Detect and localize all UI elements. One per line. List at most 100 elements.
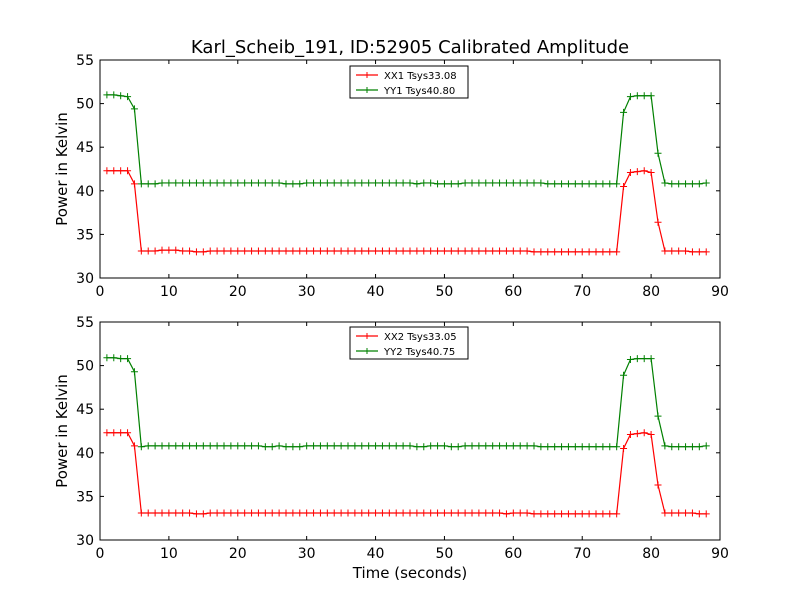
- data-point-marker: [351, 509, 359, 517]
- data-point-marker: [688, 443, 696, 451]
- data-point-marker: [427, 247, 435, 255]
- data-point-marker: [551, 180, 559, 188]
- data-point-marker: [351, 179, 359, 187]
- data-point-marker: [234, 247, 242, 255]
- data-point-marker: [475, 442, 483, 450]
- data-point-marker: [103, 354, 111, 362]
- data-point-marker: [179, 247, 187, 255]
- data-point-marker: [620, 182, 628, 190]
- x-tick-label: 60: [504, 284, 522, 300]
- data-point-marker: [351, 247, 359, 255]
- data-point-marker: [289, 443, 297, 451]
- data-point-marker: [406, 509, 414, 517]
- data-point-marker: [523, 247, 531, 255]
- data-point-marker: [234, 509, 242, 517]
- data-point-marker: [564, 510, 572, 518]
- data-point-marker: [633, 92, 641, 100]
- data-point-marker: [606, 510, 614, 518]
- x-tick-label: 10: [160, 546, 178, 562]
- data-point-marker: [323, 509, 331, 517]
- data-point-marker: [385, 179, 393, 187]
- data-point-marker: [344, 509, 352, 517]
- data-point-marker: [275, 509, 283, 517]
- data-point-marker: [571, 248, 579, 256]
- data-point-marker: [220, 442, 228, 450]
- data-point-marker: [447, 509, 455, 517]
- data-point-marker: [241, 442, 249, 450]
- data-point-marker: [165, 442, 173, 450]
- y-tick-label: 30: [76, 533, 94, 549]
- data-point-marker: [206, 509, 214, 517]
- data-point-marker: [282, 443, 290, 451]
- data-point-marker: [330, 247, 338, 255]
- data-point-marker: [227, 247, 235, 255]
- data-point-marker: [103, 91, 111, 99]
- data-point-marker: [199, 510, 207, 518]
- data-point-marker: [585, 248, 593, 256]
- data-point-marker: [647, 168, 655, 176]
- data-point-marker: [509, 442, 517, 450]
- data-point-marker: [172, 442, 180, 450]
- data-point-marker: [399, 247, 407, 255]
- data-point-marker: [675, 509, 683, 517]
- data-point-marker: [406, 442, 414, 450]
- data-point-marker: [151, 180, 159, 188]
- data-point-marker: [633, 168, 641, 176]
- data-point-marker: [447, 247, 455, 255]
- data-point-marker: [227, 179, 235, 187]
- data-point-marker: [461, 247, 469, 255]
- data-point-marker: [537, 179, 545, 187]
- x-axis-label: Time (seconds): [352, 564, 468, 582]
- data-point-marker: [289, 247, 297, 255]
- data-point-marker: [392, 179, 400, 187]
- data-point-marker: [702, 510, 710, 518]
- data-point-marker: [647, 355, 655, 363]
- data-point-marker: [296, 180, 304, 188]
- axes-frame: [99, 321, 721, 541]
- y-tick-label: 40: [76, 446, 94, 462]
- data-point-marker: [399, 179, 407, 187]
- legend-label: YY2 Tsys40.75: [383, 347, 455, 358]
- data-point-marker: [199, 179, 207, 187]
- data-point-marker: [337, 247, 345, 255]
- data-point-marker: [241, 509, 249, 517]
- data-point-marker: [248, 442, 256, 450]
- data-point-marker: [502, 442, 510, 450]
- data-point-marker: [454, 247, 462, 255]
- data-point-marker: [640, 92, 648, 100]
- data-point-marker: [489, 179, 497, 187]
- data-point-marker: [440, 180, 448, 188]
- y-tick-label: 55: [76, 315, 94, 331]
- data-point-marker: [482, 509, 490, 517]
- data-point-marker: [248, 509, 256, 517]
- legend-box: [349, 65, 469, 99]
- data-point-marker: [482, 442, 490, 450]
- data-point-marker: [358, 442, 366, 450]
- data-point-marker: [206, 179, 214, 187]
- data-point-marker: [289, 180, 297, 188]
- data-point-marker: [440, 247, 448, 255]
- data-point-marker: [620, 108, 628, 116]
- data-point-marker: [241, 179, 249, 187]
- data-point-marker: [199, 442, 207, 450]
- data-point-marker: [241, 247, 249, 255]
- data-point-marker: [358, 179, 366, 187]
- data-point-marker: [344, 442, 352, 450]
- data-point-marker: [213, 442, 221, 450]
- data-point-marker: [461, 442, 469, 450]
- data-point-marker: [213, 509, 221, 517]
- data-point-marker: [151, 247, 159, 255]
- data-point-marker: [392, 509, 400, 517]
- data-point-marker: [544, 180, 552, 188]
- data-point-marker: [516, 442, 524, 450]
- data-point-marker: [337, 179, 345, 187]
- data-point-marker: [668, 509, 676, 517]
- data-point-marker: [661, 442, 669, 450]
- data-point-marker: [316, 179, 324, 187]
- data-point-marker: [585, 510, 593, 518]
- data-point-marker: [406, 179, 414, 187]
- data-point-marker: [489, 247, 497, 255]
- data-point-marker: [268, 509, 276, 517]
- axes-frame: [99, 59, 721, 279]
- data-point-marker: [330, 179, 338, 187]
